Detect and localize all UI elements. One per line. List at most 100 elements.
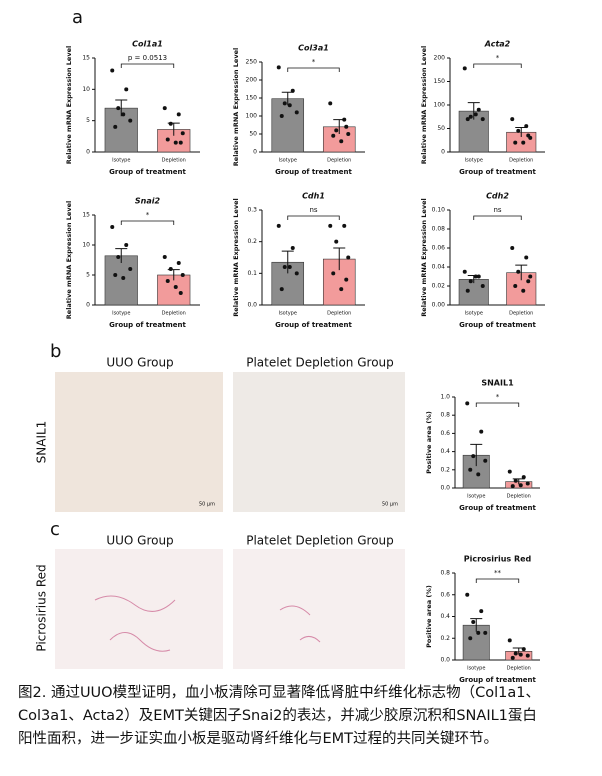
data-point	[507, 638, 512, 643]
data-point	[124, 243, 129, 247]
y-axis-label: Relative mRNA Expression Level	[420, 198, 428, 316]
significance-bracket	[473, 63, 522, 68]
y-tick-label: 15	[82, 55, 90, 62]
data-point	[180, 131, 185, 136]
data-point	[294, 110, 299, 115]
data-point	[468, 279, 473, 284]
data-point	[524, 255, 529, 260]
significance-label: *	[496, 393, 500, 401]
data-point	[168, 121, 173, 126]
chart-title: Col3a1	[298, 44, 329, 53]
data-point	[462, 269, 467, 274]
x-tick-label: Depletion	[327, 158, 351, 164]
error-bar	[281, 250, 294, 274]
bar	[104, 255, 138, 306]
data-point	[279, 114, 284, 118]
data-point	[525, 653, 530, 658]
x-tick-label: Depletion	[509, 311, 533, 317]
data-point	[279, 287, 284, 292]
y-tick-label: 0	[86, 302, 90, 309]
error-bar	[515, 264, 528, 281]
scale-bar-label: 50 μm	[199, 502, 215, 508]
x-tick-label: Depletion	[162, 311, 186, 317]
data-point	[128, 118, 133, 123]
data-point	[510, 655, 515, 660]
data-point	[524, 124, 529, 129]
y-tick-label: 0.3	[247, 207, 257, 214]
x-tick-label: Depletion	[507, 666, 531, 672]
y-tick-label: 0	[253, 149, 257, 156]
data-point	[294, 271, 299, 276]
data-point	[331, 271, 336, 276]
data-point	[476, 630, 481, 635]
data-point	[479, 429, 484, 434]
caption: Col3a1、Acta2）及EMT关键因子Snai2的表达，并减少胶原沉积和SN…	[18, 707, 537, 724]
data-point	[290, 246, 295, 250]
x-axis-label: Group of treatment	[459, 321, 536, 329]
significance-bracket	[287, 215, 340, 220]
significance-bracket	[287, 67, 340, 72]
data-point	[507, 469, 512, 474]
data-point	[113, 273, 118, 277]
chart-title: Snai2	[135, 197, 161, 206]
y-tick-label: 0.8	[440, 570, 450, 577]
micrograph	[233, 549, 405, 669]
y-tick-label: 1.0	[440, 394, 450, 401]
y-tick-label: 0.08	[432, 226, 446, 233]
caption: 阳性面积，进一步证实血小板是驱动肾纤维化与EMT过程的共同关键环节。	[18, 729, 498, 747]
data-point	[473, 112, 478, 117]
data-point	[124, 87, 129, 92]
image-label: Platelet Depletion Group	[246, 534, 394, 548]
significance-label: p = 0.0513	[128, 54, 167, 62]
data-point	[110, 68, 115, 73]
x-tick-label: Isotype	[465, 311, 483, 317]
data-point	[510, 246, 515, 250]
data-point	[516, 269, 521, 274]
x-axis-label: Group of treatment	[459, 504, 536, 512]
data-point	[528, 274, 533, 279]
x-tick-label: Depletion	[507, 494, 531, 500]
data-point	[331, 133, 336, 138]
image-label: UUO Group	[106, 534, 173, 548]
micrograph	[55, 549, 223, 669]
data-point	[342, 223, 347, 228]
data-point	[476, 472, 481, 477]
micrograph	[233, 372, 405, 512]
x-axis-label: Group of treatment	[459, 168, 536, 176]
significance-bracket	[120, 63, 175, 68]
data-point	[173, 285, 178, 289]
y-tick-label: 100	[246, 113, 258, 120]
y-tick-label: 0.6	[440, 591, 450, 598]
chart-title: Cdh1	[302, 192, 325, 201]
y-axis-label: Relative mRNA Expression Level	[232, 48, 240, 166]
y-tick-label: 0.2	[440, 466, 450, 473]
y-tick-label: 0.1	[247, 270, 257, 277]
bar	[458, 279, 489, 306]
significance-bracket	[475, 578, 520, 583]
data-point	[334, 128, 339, 133]
data-point	[473, 274, 478, 279]
y-tick-label: 0.04	[432, 264, 446, 271]
y-tick-label: 0	[441, 149, 445, 156]
x-tick-label: Isotype	[467, 666, 485, 672]
data-point	[471, 454, 476, 459]
x-axis-label: Group of treatment	[109, 321, 186, 329]
error-bar	[333, 247, 346, 271]
y-tick-label: 0	[86, 149, 90, 156]
data-point	[479, 609, 484, 614]
error-bar	[115, 99, 128, 117]
data-point	[328, 223, 333, 228]
chart-title: Picrosirius Red	[464, 555, 532, 564]
data-point	[162, 106, 167, 111]
data-point	[328, 101, 333, 106]
image-label: UUO Group	[106, 356, 173, 370]
y-tick-label: 0.0	[440, 485, 450, 492]
y-tick-label: 5	[86, 117, 90, 124]
y-axis-label: Relative mRNA Expression Level	[420, 46, 428, 164]
data-point	[468, 467, 473, 472]
data-point	[513, 651, 518, 656]
y-tick-label: 0.6	[440, 430, 450, 437]
data-point	[465, 401, 470, 406]
data-point	[334, 239, 339, 244]
